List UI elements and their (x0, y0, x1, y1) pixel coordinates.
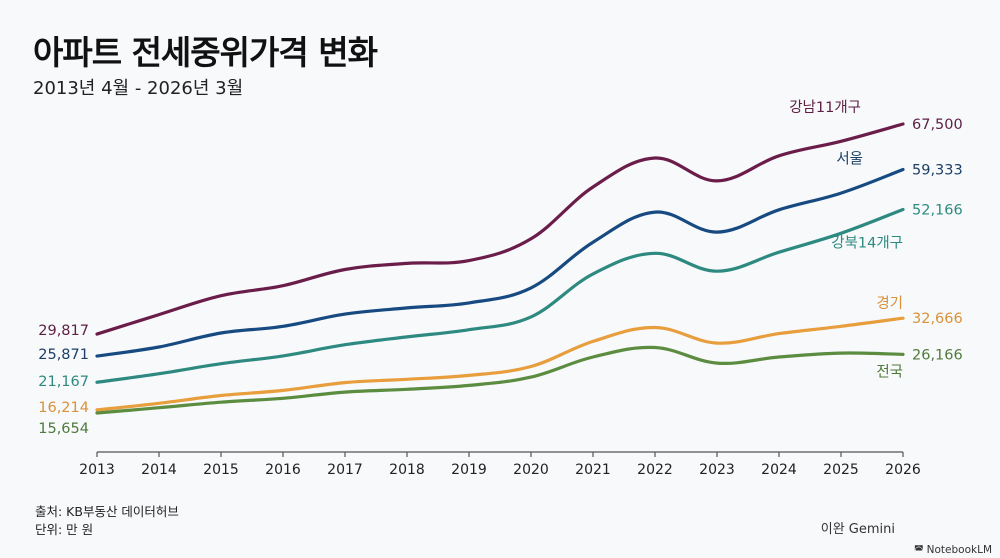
series-lines (95, 122, 905, 415)
series-3-name-label: 경기 (876, 295, 903, 312)
x-tick-label-2014: 2014 (141, 462, 177, 478)
x-tick-label-2018: 2018 (389, 462, 425, 478)
unit-text: 단위: 만 원 (35, 522, 94, 537)
series-1-start-label: 25,871 (38, 347, 89, 363)
series-0-end-label: 67,500 (912, 117, 963, 133)
watermark-text: NotebookLM (926, 544, 992, 556)
chart-subtitle: 2013년 4월 - 2026년 3월 (33, 78, 244, 99)
x-tick-label-2013: 2013 (79, 462, 115, 478)
x-axis: 2013 2014 2015 2016 2017 2018 2019 2020 2021 2022… (79, 451, 921, 478)
series-3-line (95, 316, 905, 412)
series-3-start-label: 16,214 (38, 400, 89, 416)
series-2-start-label: 21,167 (38, 374, 89, 390)
series-0-line (95, 122, 905, 336)
x-tick-label-2019: 2019 (451, 462, 487, 478)
series-1-name-label: 서울 (836, 151, 863, 168)
series-3-end-label: 32,666 (912, 311, 963, 327)
source-text: 출처: KB부동산 데이터허브 (35, 504, 179, 519)
credit-text: 이완 Gemini (820, 522, 895, 537)
series-2-name-label: 강북14개구 (831, 234, 903, 251)
x-tick-label-2022: 2022 (637, 462, 673, 478)
series-4-name-label: 전국 (876, 363, 903, 380)
series-4-line (95, 345, 905, 415)
series-4-end-label: 26,166 (912, 347, 963, 363)
x-tick-label-2023: 2023 (699, 462, 735, 478)
series-4-start-label: 15,654 (38, 421, 89, 437)
footer-source: 출처: KB부동산 데이터허브 단위: 만 원 (35, 503, 179, 539)
series-labels: 29,817 67,500 강남11개구 25,871 59,333 서울 21,167 52… (38, 99, 963, 437)
x-tick-label-2026: 2026 (885, 462, 921, 478)
notebooklm-watermark: ◚ NotebookLM (914, 544, 992, 556)
series-1-end-label: 59,333 (912, 163, 963, 179)
x-tick-label-2015: 2015 (203, 462, 239, 478)
x-tick-label-2017: 2017 (327, 462, 363, 478)
x-tick-label-2025: 2025 (823, 462, 859, 478)
chart-title: 아파트 전세중위가격 변화 (33, 33, 378, 72)
x-tick-label-2021: 2021 (575, 462, 611, 478)
x-tick-label-2016: 2016 (265, 462, 301, 478)
series-0-start-label: 29,817 (38, 323, 89, 339)
series-1-line (95, 167, 905, 358)
series-2-end-label: 52,166 (912, 202, 963, 218)
notebooklm-logo-icon: ◚ (913, 544, 924, 556)
x-tick-label-2020: 2020 (513, 462, 549, 478)
x-tick-label-2024: 2024 (761, 462, 797, 478)
series-0-name-label: 강남11개구 (789, 99, 861, 116)
